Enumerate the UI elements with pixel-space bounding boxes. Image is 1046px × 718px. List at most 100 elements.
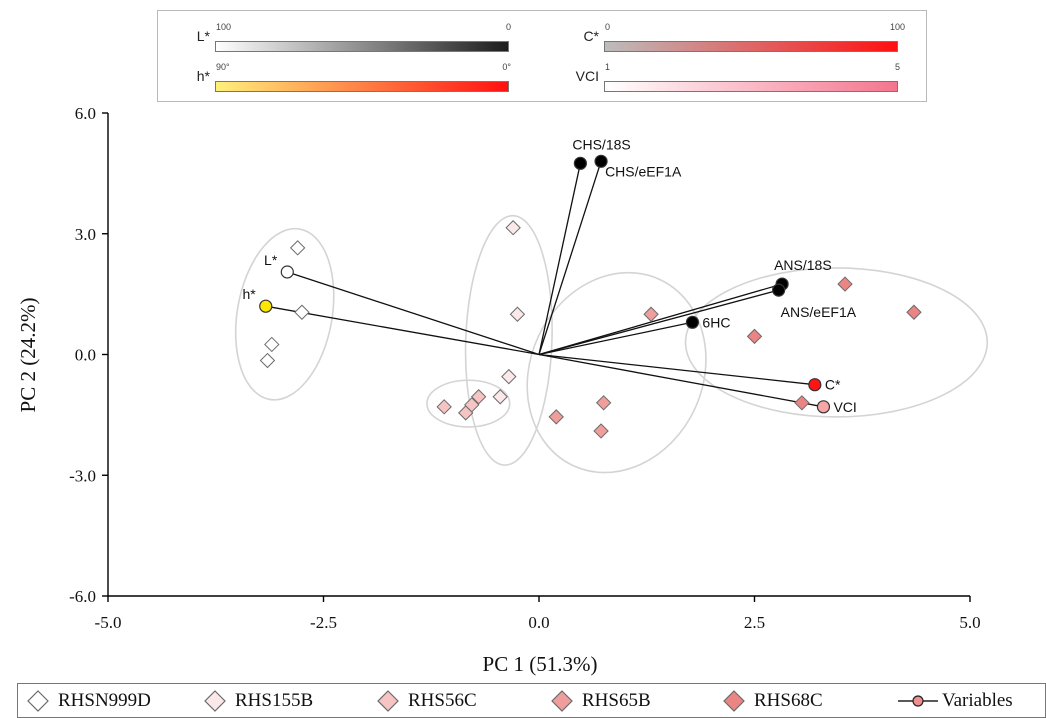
variable-vector: [538, 283, 783, 356]
sample-points: [259, 220, 922, 439]
legend-label: RHSN999D: [58, 689, 151, 711]
variable-marker: [816, 400, 831, 414]
gradient-max: 0: [505, 22, 511, 32]
legend-item-variables: Variables: [896, 684, 1013, 717]
group-ellipse: [526, 271, 707, 474]
x-tick-label: -2.5: [310, 613, 337, 632]
gradient-name: L*: [196, 28, 210, 44]
variable-vector: [538, 163, 582, 355]
sample-point: [906, 304, 922, 320]
legend-item: RHS155B: [203, 684, 313, 717]
sample-point: [794, 395, 810, 411]
gradient-name: C*: [583, 28, 599, 44]
sample-point: [294, 304, 310, 320]
sample-point: [470, 389, 487, 405]
legend-label: RHS68C: [754, 689, 823, 711]
sample-point: [436, 399, 452, 415]
x-tick-label: 5.0: [959, 613, 980, 632]
variable-label: L*: [264, 252, 278, 268]
variable-label: ANS/eEF1A: [781, 304, 857, 320]
gradient-name: h*: [196, 68, 210, 84]
variable-marker: [685, 315, 700, 329]
group-ellipse: [426, 379, 511, 428]
sample-point: [548, 409, 564, 425]
diamond-marker-icon: [204, 689, 226, 712]
variable-vectors: [265, 161, 824, 408]
sample-point: [509, 306, 526, 322]
gradient-legend: L* 100 0 C* 0 100 h* 90° 0° VCI 1 5: [157, 10, 927, 102]
y-tick-label: -3.0: [69, 466, 96, 485]
gradient-max: 5: [894, 62, 900, 72]
variable-vector: [538, 289, 779, 356]
sample-point: [505, 220, 521, 236]
variable-vector: [538, 353, 815, 386]
group-ellipses: [234, 214, 989, 474]
gradient-bar: [215, 41, 509, 52]
variable-vector: [538, 353, 824, 408]
variable-markers: CHS/18S CHS/eEF1A L* h* ANS/18S ANS/eEF1A 6HC C…: [243, 136, 857, 415]
legend-item: RHS68C: [722, 684, 823, 717]
gradient-min: 0: [605, 22, 611, 32]
x-tick-label: 0.0: [528, 613, 549, 632]
gradient-max: 0°: [502, 62, 511, 72]
sample-point: [501, 368, 517, 385]
group-ellipse: [234, 227, 335, 401]
sample-point: [492, 389, 508, 405]
variable-vector: [287, 271, 540, 356]
sample-point: [837, 276, 853, 292]
variable-label: VCI: [833, 399, 856, 415]
y-tick-label: 3.0: [75, 225, 96, 244]
variable-marker: [280, 265, 294, 279]
legend-item: RHS65B: [550, 684, 651, 717]
variable-marker: [594, 154, 608, 168]
variable-vector: [265, 305, 540, 356]
group-ellipse: [464, 214, 553, 466]
variable-marker: [259, 299, 273, 313]
diamond-marker-icon: [551, 689, 573, 712]
gradient-min: 100: [216, 22, 232, 32]
axes: -5.0 -2.5 0.0 2.5 5.0 6.0 3.0 0.0 -3.0 -6.0: [69, 104, 981, 632]
sample-point: [259, 352, 276, 369]
legend-label: RHS155B: [235, 689, 314, 711]
gradient-name: VCI: [575, 68, 599, 84]
diamond-marker-icon: [27, 689, 49, 712]
x-axis-title: PC 1 (51.3%): [483, 652, 598, 676]
gradient-max: 100: [890, 22, 906, 32]
sample-point: [746, 328, 763, 345]
variable-label: h*: [243, 286, 257, 302]
sample-point: [643, 306, 659, 322]
variable-label: ANS/18S: [774, 257, 832, 273]
y-axis-title: PC 2 (24.2%): [16, 298, 40, 413]
legend-label: RHS56C: [408, 689, 477, 711]
variable-label: C*: [825, 377, 841, 393]
sample-point: [289, 240, 306, 256]
legend-item: RHSN999D: [26, 684, 151, 717]
gradient-bar: [215, 81, 509, 92]
variable-label: 6HC: [702, 314, 730, 330]
diamond-marker-icon: [377, 689, 399, 712]
gradient-min: 1: [605, 62, 611, 72]
sample-point: [464, 397, 480, 413]
variable-vector: [538, 321, 693, 356]
sample-point: [264, 336, 280, 353]
gradient-bar: [604, 81, 898, 92]
line-marker-icon: [898, 694, 938, 707]
sample-point: [595, 395, 612, 411]
variable-vector: [538, 161, 602, 355]
x-tick-label: 2.5: [744, 613, 765, 632]
variable-label: CHS/18S: [572, 136, 630, 152]
gradient-bar: [604, 41, 898, 52]
variable-marker: [808, 378, 822, 392]
diamond-marker-icon: [723, 689, 745, 712]
series-legend: RHSN999D RHS155B RHS56C RHS65B RHS68C Va…: [17, 683, 1046, 718]
variable-marker: [772, 283, 786, 297]
legend-label: Variables: [942, 689, 1013, 711]
group-ellipse: [684, 267, 989, 418]
y-tick-label: 6.0: [75, 104, 96, 123]
y-tick-label: -6.0: [69, 587, 96, 606]
variable-label: CHS/eEF1A: [605, 163, 682, 179]
sample-point: [593, 423, 609, 439]
y-tick-label: 0.0: [75, 346, 96, 365]
legend-label: RHS65B: [582, 689, 651, 711]
